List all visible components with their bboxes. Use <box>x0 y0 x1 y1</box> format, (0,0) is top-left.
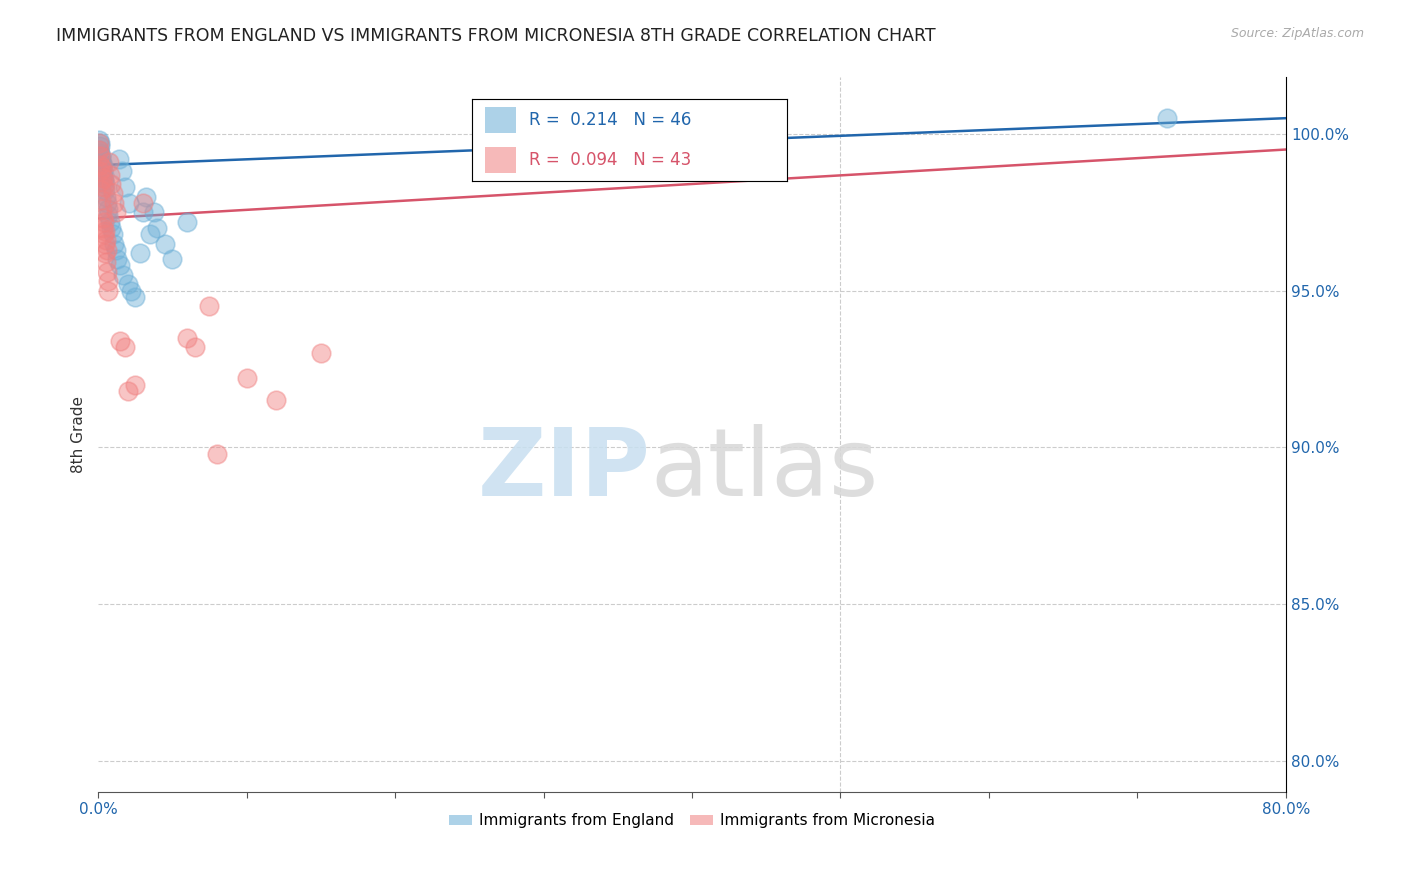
Point <box>104 243 127 257</box>
Point <box>103 236 125 251</box>
Point <box>93 180 115 194</box>
Point <box>91 168 114 182</box>
Point <box>108 152 131 166</box>
Point <box>98 214 121 228</box>
Point <box>90 174 112 188</box>
Text: IMMIGRANTS FROM ENGLAND VS IMMIGRANTS FROM MICRONESIA 8TH GRADE CORRELATION CHAR: IMMIGRANTS FROM ENGLAND VS IMMIGRANTS FR… <box>56 27 936 45</box>
Point <box>176 214 198 228</box>
Point <box>139 227 162 241</box>
Point <box>90 155 112 169</box>
Point <box>100 220 122 235</box>
Legend: Immigrants from England, Immigrants from Micronesia: Immigrants from England, Immigrants from… <box>443 807 941 834</box>
Point <box>90 158 112 172</box>
Point <box>131 195 153 210</box>
Point <box>120 284 142 298</box>
Point <box>89 133 111 147</box>
Y-axis label: 8th Grade: 8th Grade <box>72 396 86 473</box>
Point <box>110 334 132 348</box>
Text: Source: ZipAtlas.com: Source: ZipAtlas.com <box>1230 27 1364 40</box>
Point <box>264 393 287 408</box>
Point <box>110 259 132 273</box>
Point <box>89 136 111 151</box>
Point <box>112 268 135 282</box>
Point <box>143 205 166 219</box>
Point <box>98 155 121 169</box>
Point <box>205 446 228 460</box>
Point <box>101 227 124 241</box>
Point <box>87 143 110 157</box>
Point <box>91 220 114 235</box>
Text: atlas: atlas <box>651 425 879 516</box>
Point <box>94 234 117 248</box>
Point <box>89 158 111 172</box>
Point <box>90 202 112 216</box>
Point <box>97 274 120 288</box>
Point <box>118 195 141 210</box>
Point <box>91 164 114 178</box>
Point <box>135 189 157 203</box>
Point <box>93 236 115 251</box>
Point <box>101 186 124 201</box>
Point <box>162 252 184 267</box>
Point <box>91 161 114 176</box>
Point <box>94 183 117 197</box>
Point <box>89 149 111 163</box>
Point <box>90 152 112 166</box>
Point <box>91 211 114 226</box>
Point <box>98 168 121 182</box>
Point <box>153 236 176 251</box>
Point <box>124 290 146 304</box>
Point <box>94 224 117 238</box>
Point <box>91 158 114 172</box>
Point <box>89 136 111 151</box>
Point <box>104 205 127 219</box>
Point <box>100 177 122 191</box>
Point <box>90 183 112 197</box>
Point <box>90 149 112 163</box>
Point <box>1156 111 1178 125</box>
Point <box>124 377 146 392</box>
Point <box>89 145 111 160</box>
Point <box>235 371 257 385</box>
Point <box>93 170 115 185</box>
Point <box>97 284 120 298</box>
Point <box>105 252 128 267</box>
Point <box>131 205 153 219</box>
Point <box>97 202 120 216</box>
Point <box>103 195 125 210</box>
Point <box>198 299 221 313</box>
Point <box>183 340 205 354</box>
Point <box>93 227 115 241</box>
Point <box>111 164 134 178</box>
Point <box>96 255 118 269</box>
Point <box>117 277 139 292</box>
Point <box>117 384 139 398</box>
Point <box>114 180 136 194</box>
Point <box>94 246 117 260</box>
Point <box>93 214 115 228</box>
Point <box>89 139 111 153</box>
Point <box>90 193 112 207</box>
Point <box>96 265 118 279</box>
Point <box>114 340 136 354</box>
Point <box>91 170 114 185</box>
Point <box>96 195 118 210</box>
Text: ZIP: ZIP <box>478 425 651 516</box>
Point <box>93 174 115 188</box>
Point <box>96 189 118 203</box>
Point <box>146 220 169 235</box>
Point <box>309 346 332 360</box>
Point <box>97 208 120 222</box>
Point <box>91 161 114 176</box>
Point <box>93 177 115 191</box>
Point <box>89 164 111 178</box>
Point <box>96 243 118 257</box>
Point <box>87 143 110 157</box>
Point <box>128 246 150 260</box>
Point <box>176 330 198 344</box>
